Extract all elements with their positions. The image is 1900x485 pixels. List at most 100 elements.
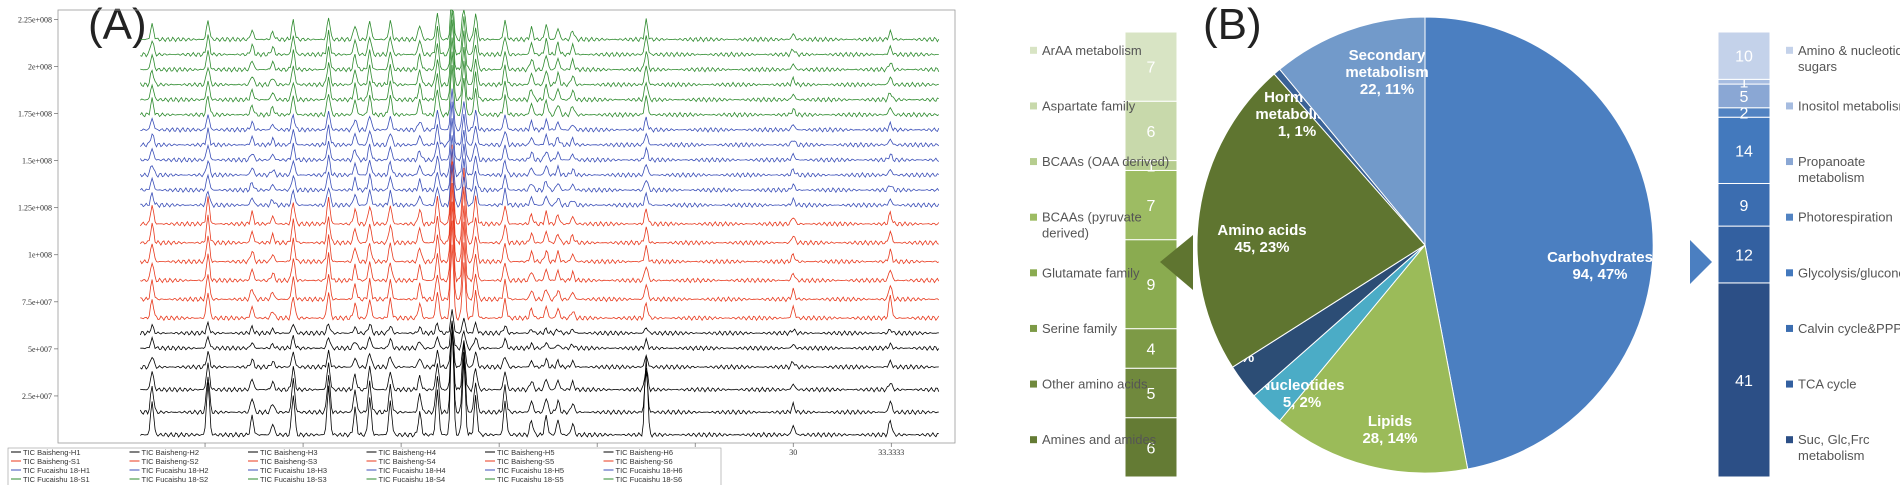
arrow-carbohydrates [1690, 240, 1712, 284]
y-tick-label: 2.25e+008 [18, 15, 52, 24]
y-tick-label: 2.5e+007 [22, 392, 52, 401]
legend-label: Glutamate family [1042, 265, 1140, 280]
bar-value-label: 5 [1147, 386, 1156, 403]
legend-label-line: derived) [1042, 226, 1089, 241]
legend-label-line: Other amino acids [1042, 377, 1148, 392]
stacked-bar-segment [1717, 282, 1771, 478]
legend-label-line: Glycolysis/gluconeogenesis [1798, 265, 1900, 280]
chromatogram-trace [139, 144, 940, 228]
legend-label: TIC Fucaishu 18-S1 [23, 475, 90, 484]
legend-swatch [1030, 46, 1037, 54]
chromatogram-trace [140, 9, 939, 58]
legend-label-line: Inositol metabolism [1798, 98, 1900, 113]
stacked-bar-segment [1717, 31, 1771, 80]
legend-label: TIC Fucaishu 18-H5 [497, 466, 564, 475]
chromatogram-trace [139, 135, 940, 179]
pie-slice-label: Secondary metabolism 22, 11% [1345, 47, 1428, 98]
legend-label-line: Photorespiration [1798, 210, 1893, 225]
panel-b-label: (B) [1203, 0, 1262, 49]
pie-slice-label: Carbohydrates 94, 47% [1547, 249, 1653, 283]
chromatogram-trace [139, 37, 939, 88]
pie-slice-label-line: 5, 2% [1283, 394, 1321, 411]
legend-label: TIC Baisheng-H2 [142, 448, 200, 457]
legend-label-line: ArAA metabolism [1042, 43, 1142, 58]
chromatogram-trace [139, 118, 940, 164]
chromatogram-chart: 2.5e+007 5e+007 7.5e+007 1e+008 1.25e+008 1.5… [7, 9, 956, 485]
pie-slice-label-line: 94, 47% [1572, 266, 1627, 283]
legend-swatch [1786, 380, 1793, 388]
legend-label: Propanoate metabolism [1798, 154, 1865, 185]
legend-label: TIC Baisheng-H1 [23, 448, 81, 457]
legend-label: TCA cycle [1798, 377, 1857, 392]
legend-label-line: Amino & nucleotide [1798, 43, 1900, 58]
bar-value-label: 4 [1147, 341, 1156, 358]
stacked-bar-segment [1124, 328, 1178, 369]
legend-label: TIC Fucaishu 18-H3 [260, 466, 327, 475]
legend-swatch [1030, 324, 1037, 332]
legend-label: TIC Baisheng-S2 [142, 457, 199, 466]
pie-slice [1278, 243, 1469, 474]
stacked-bar-segment [1124, 367, 1178, 419]
legend-label: TIC Fucaishu 18-H2 [142, 466, 209, 475]
legend-label-line: Propanoate [1798, 154, 1865, 169]
chromatogram-trace [139, 329, 939, 416]
legend-box [7, 447, 722, 485]
chromatogram-trace [140, 9, 940, 43]
legend-swatch [1030, 269, 1037, 277]
bar-value-label: 2 [1740, 105, 1749, 122]
bar-value-label: 6 [1147, 440, 1156, 457]
chromatogram-trace [140, 220, 940, 303]
pie-slice-label-line: Carbohydrates [1547, 249, 1653, 266]
stacked-bar-segment [1717, 225, 1771, 284]
pie-slice-label-line: 45, 23% [1234, 239, 1289, 256]
legend-label-line: Suc, Glc,Frc [1798, 432, 1870, 447]
pathway-pie-chart: Carbohydrates 94, 47% Lipids 28, 14% Nucleot… [1030, 16, 1900, 478]
y-tick-label: 1e+008 [28, 251, 52, 260]
y-tick-label: 2e+008 [28, 62, 52, 71]
legend-swatch [1030, 380, 1037, 388]
chromatogram-trace [140, 88, 940, 133]
y-tick-label: 1.75e+008 [18, 110, 52, 119]
stacked-bar-segment [1717, 182, 1771, 227]
legend-label-line: metabolism [1798, 448, 1864, 463]
legend-label: BCAAs (pyruvate derived) [1042, 210, 1142, 241]
plot-frame [57, 9, 956, 444]
pie-slice-label-line: Nucleotides [1259, 377, 1344, 394]
stacked-bar-segment [1124, 239, 1178, 330]
legend-label: TIC Fucaishu 18-S5 [497, 475, 564, 484]
legend-swatch [1786, 46, 1793, 54]
legend-label: Amines and amides [1042, 432, 1157, 447]
bar-value-label: 9 [1147, 277, 1156, 294]
chromatogram-trace [140, 19, 940, 73]
legend-label: TIC Baisheng-S4 [379, 457, 436, 466]
legend-label: ArAA metabolism [1042, 43, 1142, 58]
legend-swatch [1786, 102, 1793, 110]
legend-swatch [1786, 436, 1793, 444]
pie-slice-label-line: 1, 1% [1278, 123, 1316, 140]
legend-label-line: Glutamate family [1042, 265, 1140, 280]
x-tick-label: 30 [789, 448, 797, 457]
pie-slice [1278, 16, 1426, 247]
arrow-amino-acids [1160, 235, 1193, 290]
bar-value-label: 1 [1740, 75, 1749, 92]
legend-label: TIC Baisheng-H6 [616, 448, 674, 457]
legend-label: TIC Fucaishu 18-S2 [142, 475, 209, 484]
legend-swatch [1030, 158, 1037, 166]
legend-label-line: Amines and amides [1042, 432, 1157, 447]
stacked-bar-segment [1124, 169, 1178, 241]
legend-label-line: Serine family [1042, 321, 1118, 336]
bar-value-label: 12 [1735, 248, 1753, 265]
legend-label-line: metabolism [1798, 170, 1864, 185]
bar-value-label: 1 [1147, 159, 1156, 176]
stacked-bar-segment [1124, 417, 1178, 478]
pie-slice-label-line: Lipids [1368, 413, 1412, 430]
y-tick-label: 1.5e+008 [22, 157, 52, 166]
legend-label: TIC Fucaishu 18-H1 [23, 466, 90, 475]
legend-label: TIC Baisheng-S5 [497, 457, 554, 466]
chromatogram-trace [140, 148, 940, 194]
pie-slice-label: Nucleotides 5, 2% [1259, 377, 1344, 411]
bar-value-label: 41 [1735, 373, 1753, 390]
pie-slice [1196, 73, 1426, 368]
legend-label-line: Aspartate family [1042, 98, 1136, 113]
legend-label-line: BCAAs (pyruvate [1042, 210, 1142, 225]
